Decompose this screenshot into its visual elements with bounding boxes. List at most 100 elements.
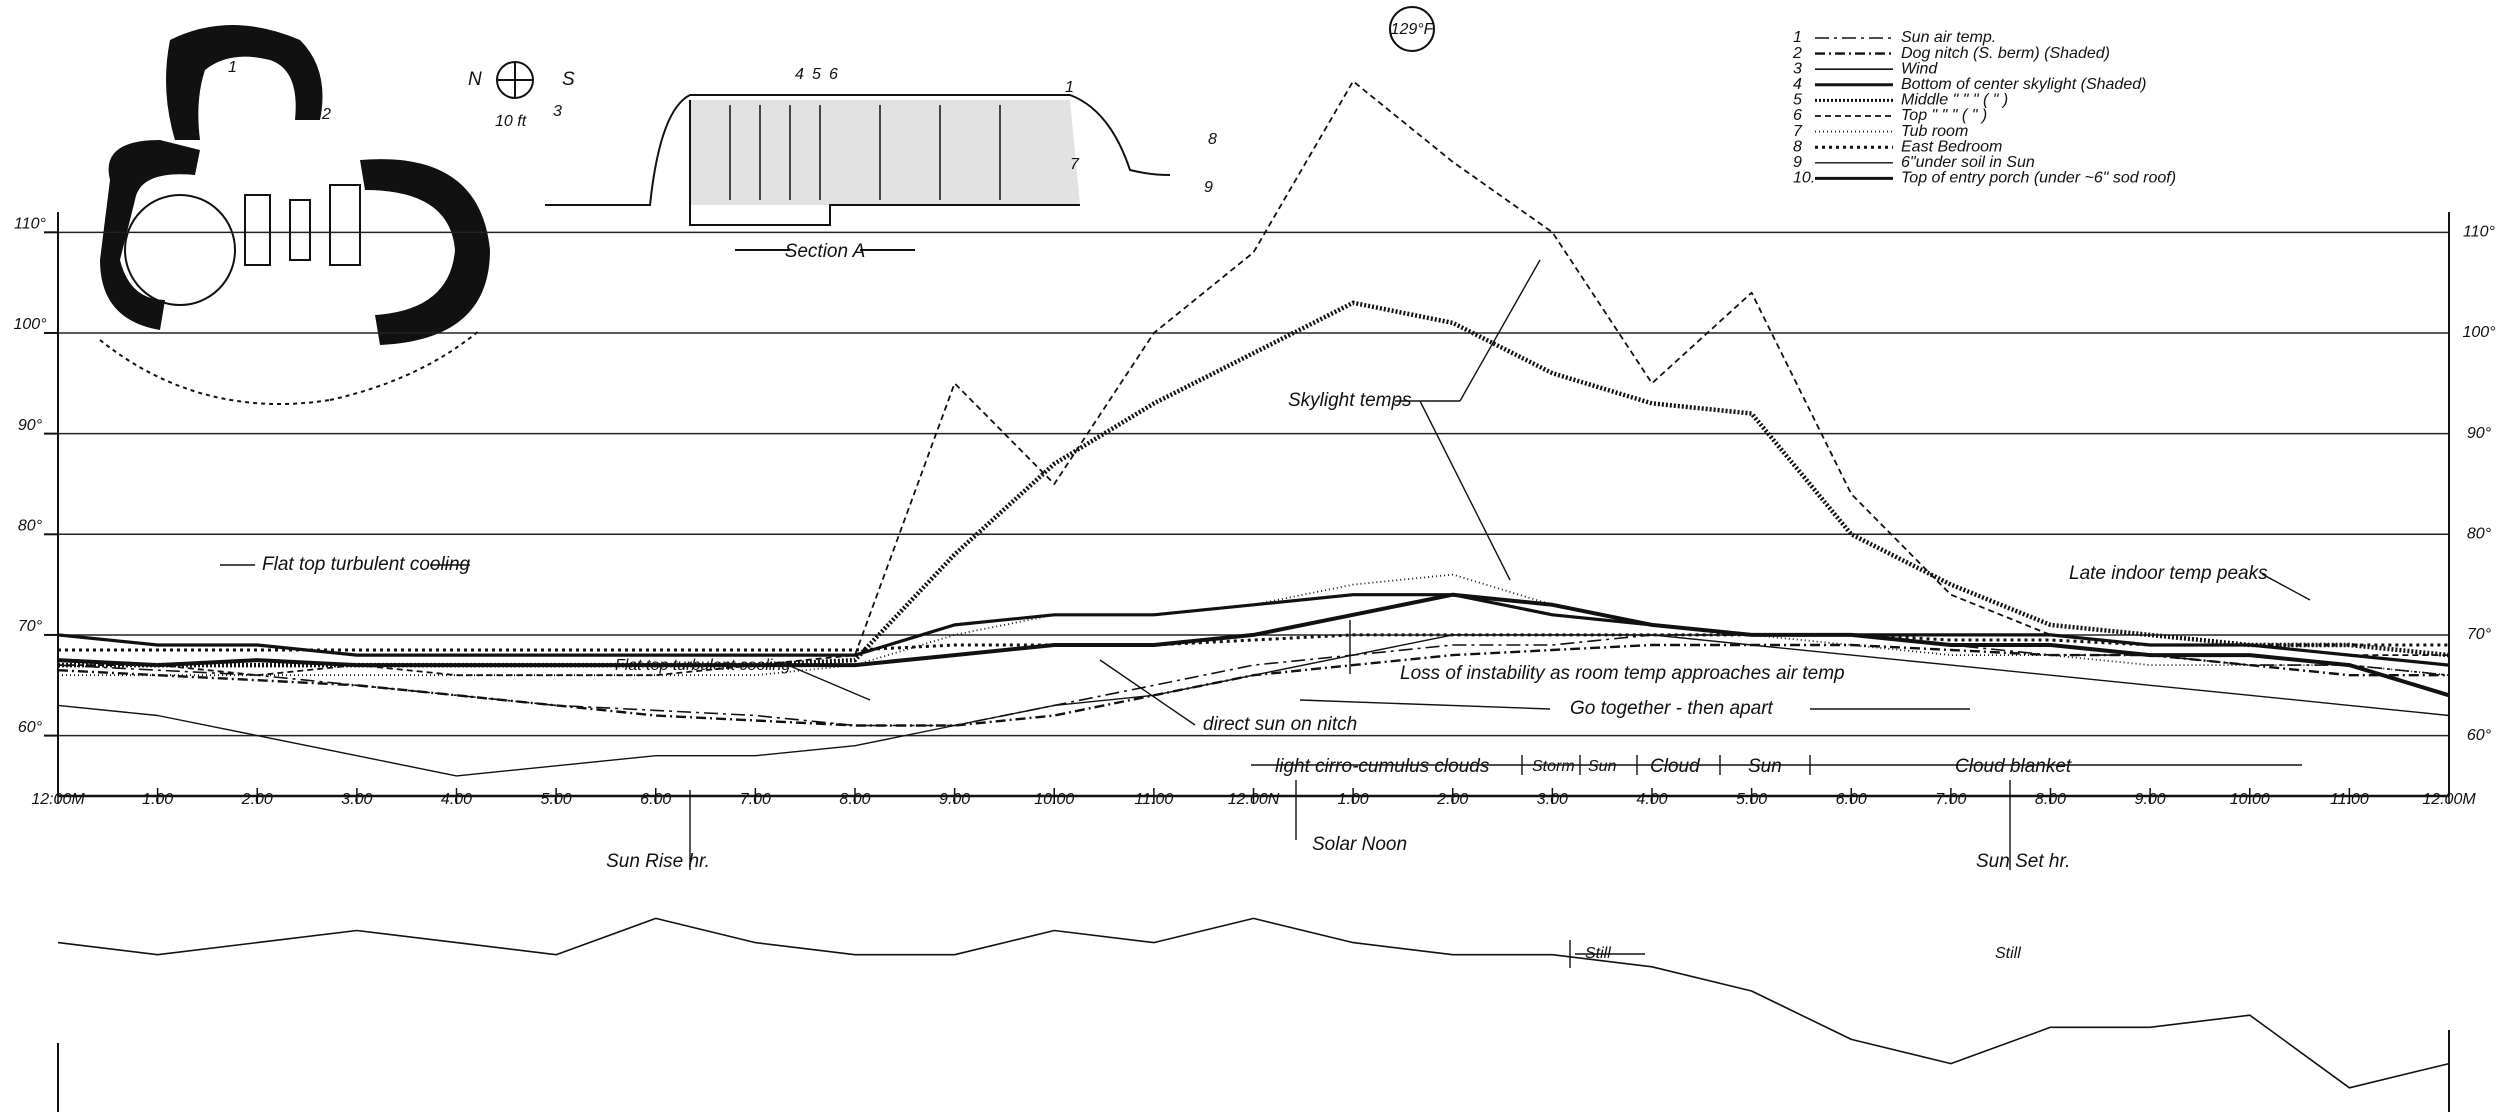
legend-key: 2 xyxy=(1792,45,1802,62)
sky-label: Storm xyxy=(1532,758,1575,775)
section-mark: 6 xyxy=(829,66,838,83)
legend-key: 6 xyxy=(1793,107,1802,124)
annotation: Still xyxy=(1995,945,2021,962)
north-label: N xyxy=(468,69,482,90)
y-tick-label: 100° xyxy=(2462,324,2496,341)
annotation: Go together - then apart xyxy=(1570,698,1774,719)
annotation: Loss of instability as room temp approac… xyxy=(1400,663,1845,684)
section-mark: 5 xyxy=(812,66,821,83)
legend-label: Wind xyxy=(1901,60,1938,77)
x-tick-label: 2:00 xyxy=(1436,791,1468,808)
series-line xyxy=(57,634,2450,777)
section-title: Section A xyxy=(785,241,866,262)
y-tick-label: 60° xyxy=(18,719,43,736)
x-tick-label: 1:00 xyxy=(1338,791,1369,808)
legend-key: 1 xyxy=(1793,29,1802,46)
x-tick-label: 1:00 xyxy=(142,791,173,808)
peak-label: 129°F xyxy=(1391,21,1435,38)
x-tick-label: 9:00 xyxy=(2135,791,2166,808)
plan-mark: 1 xyxy=(228,59,237,76)
x-tick-label: 3:00 xyxy=(1537,791,1568,808)
legend-key: 9 xyxy=(1793,154,1802,171)
legend-key: 5 xyxy=(1793,92,1802,109)
x-tick-label: 4:00 xyxy=(441,791,472,808)
section-mark: 4 xyxy=(795,66,804,83)
legend-label: Bottom of center skylight (Shaded) xyxy=(1901,76,2146,93)
annotation: Solar Noon xyxy=(1312,834,1407,855)
series-line xyxy=(57,592,2450,698)
legend-label: Tub room xyxy=(1901,123,1968,140)
x-tick-label: 12:00M xyxy=(31,791,85,808)
annotation: Late indoor temp peaks xyxy=(2069,563,2268,584)
x-tick-label: 11:00 xyxy=(1134,791,1173,808)
y-tick-label: 100° xyxy=(13,316,47,333)
legend-key: 8 xyxy=(1793,138,1802,155)
series-line xyxy=(58,80,2449,677)
legend-key: 10. xyxy=(1793,170,1815,187)
legend-label: Top of entry porch (under ~6" sod roof) xyxy=(1901,170,2176,187)
peak-circle xyxy=(1389,6,1435,52)
annotation: Sun Rise hr. xyxy=(606,851,710,872)
x-tick-label: 6:00 xyxy=(1836,791,1867,808)
annotation: Flat top turbulent cooling xyxy=(262,554,471,575)
y-tick-label: 110° xyxy=(2463,224,2496,241)
x-tick-label: 10:00 xyxy=(1034,791,1074,808)
annotation: Still xyxy=(1585,945,1611,962)
section-drawing xyxy=(545,94,1171,251)
y-tick-label: 70° xyxy=(18,618,43,635)
scale-label: 10 ft xyxy=(495,113,527,130)
legend-key: 4 xyxy=(1793,76,1802,93)
y-tick-label: 60° xyxy=(2467,727,2492,744)
section-mark: 7 xyxy=(1070,156,1080,173)
x-tick-label: 7:00 xyxy=(740,791,771,808)
series-line xyxy=(57,593,2450,667)
x-tick-label: 12:00N xyxy=(1228,791,1280,808)
legend-label: 6"under soil in Sun xyxy=(1901,154,2035,171)
section-mark: 8 xyxy=(1208,131,1217,148)
legend-label: East Bedroom xyxy=(1901,138,2002,155)
sky-label: light cirro-cumulus clouds xyxy=(1275,756,1490,777)
series-line xyxy=(58,300,2450,668)
x-tick-label: 11:00 xyxy=(2330,791,2369,808)
annotation: Skylight temps xyxy=(1288,390,1412,411)
y-tick-label: 110° xyxy=(14,216,47,233)
section-mark: 9 xyxy=(1204,179,1213,196)
legend-label: Sun air temp. xyxy=(1901,29,1996,46)
x-tick-label: 3:00 xyxy=(341,791,372,808)
legend-label: Dog nitch (S. berm) (Shaded) xyxy=(1901,45,2110,62)
x-tick-label: 5:00 xyxy=(1736,791,1767,808)
x-tick-label: 5:00 xyxy=(541,791,572,808)
x-tick-label: 4:00 xyxy=(1636,791,1667,808)
series-line xyxy=(58,573,2450,677)
section-mark: 1 xyxy=(1065,79,1074,96)
legend-label: Middle " " " ( " ) xyxy=(1901,92,2008,109)
y-tick-label: 70° xyxy=(2467,626,2492,643)
x-tick-label: 10:00 xyxy=(2230,791,2270,808)
annotation: direct sun on nitch xyxy=(1203,714,1357,735)
plan-mark: 2 xyxy=(321,106,331,123)
x-tick-label: 9:00 xyxy=(939,791,970,808)
x-tick-label: 6:00 xyxy=(640,791,671,808)
y-tick-label: 90° xyxy=(2467,425,2492,442)
south-label: S xyxy=(562,69,575,90)
plan-mark: 3 xyxy=(553,103,562,120)
y-tick-label: 80° xyxy=(18,518,43,535)
sky-label: Sun xyxy=(1748,756,1782,777)
wind-line xyxy=(57,917,2450,1089)
x-tick-label: 12:00M xyxy=(2422,791,2476,808)
x-tick-label: 8:00 xyxy=(839,791,870,808)
legend-label: Top " " " ( " ) xyxy=(1901,107,1987,124)
floor-plan xyxy=(99,25,534,405)
sky-label: Cloud xyxy=(1650,756,1701,777)
x-tick-label: 2:00 xyxy=(241,791,273,808)
x-tick-label: 7:00 xyxy=(1935,791,1966,808)
legend-key: 3 xyxy=(1793,60,1802,77)
x-tick-label: 8:00 xyxy=(2035,791,2066,808)
y-tick-label: 80° xyxy=(2467,526,2492,543)
sky-label: Cloud blanket xyxy=(1955,756,2072,777)
y-tick-label: 90° xyxy=(18,417,43,434)
legend-key: 7 xyxy=(1793,123,1803,140)
sky-label: Sun xyxy=(1588,758,1617,775)
annotation: Sun Set hr. xyxy=(1976,851,2070,872)
